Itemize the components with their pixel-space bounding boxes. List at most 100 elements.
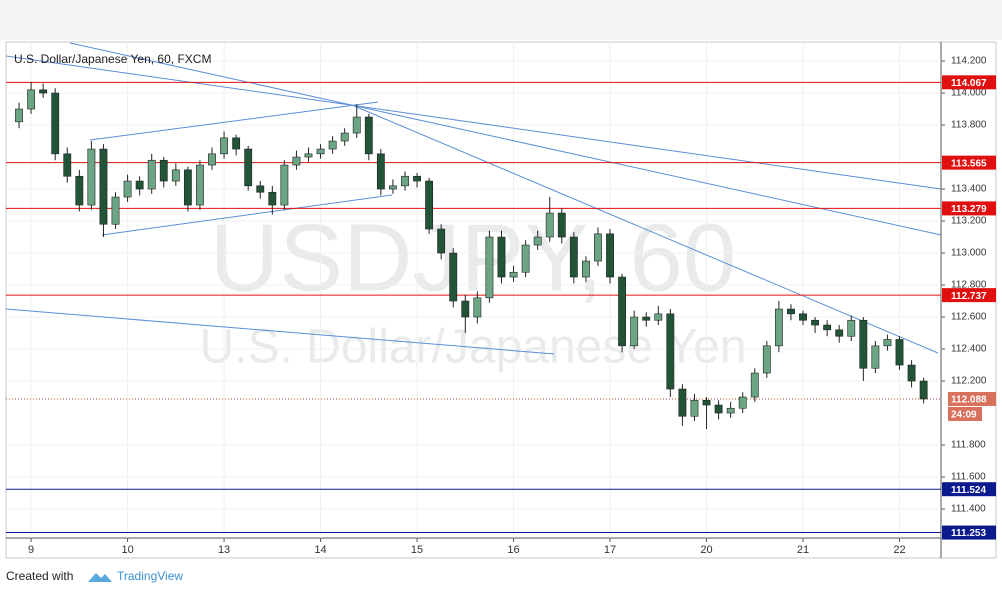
candle-body bbox=[99, 148, 108, 225]
brand-logo bbox=[88, 573, 112, 582]
candle-body bbox=[449, 252, 458, 302]
x-tick-label: 15 bbox=[411, 544, 423, 556]
candle-body bbox=[907, 364, 916, 382]
level-label-bg bbox=[942, 201, 996, 216]
chart-title: U.S. Dollar/Japanese Yen, 60, FXCM bbox=[14, 52, 211, 66]
footer-brand[interactable]: TradingView bbox=[117, 569, 183, 583]
candle-body bbox=[425, 180, 434, 230]
candle-body bbox=[27, 89, 36, 110]
candle-body bbox=[557, 212, 566, 238]
candle-body bbox=[799, 313, 807, 321]
candle-body bbox=[774, 308, 783, 347]
candle-body bbox=[208, 153, 216, 166]
grid bbox=[6, 42, 945, 542]
level-label-bg bbox=[942, 155, 996, 170]
last-price-bg bbox=[948, 391, 996, 406]
candle-body bbox=[509, 271, 518, 278]
candle-body bbox=[871, 345, 880, 369]
candle-body bbox=[823, 324, 832, 331]
candle-body bbox=[340, 132, 349, 142]
candle-body bbox=[726, 407, 735, 414]
candle-body bbox=[919, 380, 928, 400]
x-tick-label: 20 bbox=[700, 544, 712, 556]
candle-body bbox=[690, 399, 699, 417]
candle-body bbox=[714, 404, 723, 414]
candle-body bbox=[268, 191, 277, 206]
x-tick-label: 9 bbox=[28, 544, 34, 556]
candle-body bbox=[473, 297, 482, 318]
candle-body bbox=[292, 156, 301, 166]
y-tick-label: 112.600 bbox=[951, 312, 987, 323]
level-label: 111.253 bbox=[951, 528, 986, 539]
candle-body bbox=[123, 180, 132, 198]
x-tick-label: 17 bbox=[604, 544, 616, 556]
candles bbox=[15, 81, 928, 430]
candle-body bbox=[883, 339, 892, 347]
candle-body bbox=[244, 148, 253, 187]
candle-body bbox=[304, 153, 313, 158]
candle-body bbox=[666, 313, 675, 390]
candle-body bbox=[364, 116, 373, 155]
y-tick-label: 114.000 bbox=[951, 88, 987, 99]
level-label-bg bbox=[942, 482, 996, 497]
level-label: 112.737 bbox=[951, 291, 987, 302]
y-tick-label: 113.400 bbox=[951, 184, 987, 195]
x-tick-label: 10 bbox=[121, 544, 133, 556]
y-tick-label: 111.800 bbox=[951, 440, 986, 451]
x-tick-label: 13 bbox=[218, 544, 230, 556]
y-tick-label: 112.200 bbox=[951, 376, 987, 387]
candle-body bbox=[461, 300, 470, 318]
candle-body bbox=[895, 339, 904, 366]
countdown: 24:09 bbox=[951, 410, 977, 421]
chart-frame bbox=[5, 41, 997, 559]
candle-body bbox=[594, 233, 602, 262]
y-tick-label: 113.200 bbox=[951, 216, 987, 227]
y-tick-label: 114.200 bbox=[951, 56, 987, 67]
candle-body bbox=[63, 153, 72, 177]
candle-body bbox=[159, 159, 168, 182]
candle-body bbox=[859, 319, 868, 369]
candle-body bbox=[376, 153, 385, 190]
axis-labels: 114.200 114.000 113.800 113.400 113.200 113.0… bbox=[28, 56, 996, 556]
candle-body bbox=[702, 399, 711, 406]
x-tick-label: 16 bbox=[507, 544, 519, 556]
candle-body bbox=[352, 116, 361, 134]
candle-body bbox=[654, 313, 663, 321]
candle-body bbox=[811, 319, 819, 326]
level-label-bg bbox=[942, 525, 996, 540]
y-tick-label: 112.800 bbox=[951, 280, 987, 291]
candle-body bbox=[497, 236, 506, 278]
x-tick-label: 21 bbox=[797, 544, 809, 556]
trend-line bbox=[5, 308, 555, 355]
level-label: 113.565 bbox=[951, 158, 987, 169]
candle-body bbox=[39, 89, 48, 94]
candle-body bbox=[787, 308, 795, 315]
trend-line bbox=[69, 42, 942, 236]
candle-body bbox=[533, 236, 542, 246]
candle-body bbox=[847, 319, 856, 337]
footer-prefix: Created with bbox=[6, 569, 73, 583]
candle-body bbox=[642, 316, 651, 321]
candle-body bbox=[328, 140, 337, 150]
candle-body bbox=[280, 164, 289, 206]
candle-body bbox=[171, 169, 180, 182]
candle-body bbox=[232, 137, 241, 150]
candle-body bbox=[678, 388, 687, 417]
countdown-bg bbox=[948, 406, 982, 421]
candle-body bbox=[401, 175, 409, 187]
y-tick-label: 112.400 bbox=[951, 344, 987, 355]
candle-body bbox=[606, 233, 614, 278]
candle-body bbox=[738, 396, 747, 409]
x-tick-label: 22 bbox=[893, 544, 905, 556]
candle-body bbox=[256, 185, 265, 193]
candle-body bbox=[437, 228, 446, 254]
candle-body bbox=[581, 260, 590, 278]
y-tick-label: 111.600 bbox=[951, 472, 986, 483]
candle-body bbox=[485, 236, 494, 299]
candle-body bbox=[835, 329, 844, 337]
watermark: USDJPY, 60 bbox=[210, 204, 737, 311]
candle-body bbox=[389, 185, 397, 190]
level-label: 111.524 bbox=[951, 485, 986, 496]
level-label: 113.279 bbox=[951, 204, 987, 215]
